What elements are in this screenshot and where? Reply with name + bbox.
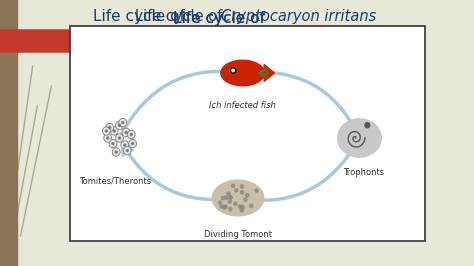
- Circle shape: [110, 127, 118, 135]
- Circle shape: [244, 198, 247, 201]
- Circle shape: [240, 185, 244, 188]
- Circle shape: [235, 189, 238, 192]
- Circle shape: [238, 205, 241, 208]
- Bar: [0, 0, 17, 266]
- Text: Trophonts: Trophonts: [344, 168, 384, 177]
- Circle shape: [113, 130, 115, 132]
- Circle shape: [220, 205, 223, 208]
- Text: Dividing Tomont: Dividing Tomont: [204, 230, 272, 239]
- Text: Life cycle of: Life cycle of: [173, 10, 270, 26]
- Circle shape: [128, 130, 135, 139]
- Circle shape: [112, 148, 120, 156]
- Circle shape: [241, 206, 244, 210]
- Polygon shape: [264, 64, 274, 81]
- Circle shape: [234, 202, 237, 205]
- Circle shape: [240, 191, 244, 194]
- Circle shape: [224, 205, 227, 208]
- Circle shape: [109, 126, 110, 128]
- FancyBboxPatch shape: [70, 26, 425, 241]
- Circle shape: [104, 134, 112, 142]
- Circle shape: [112, 143, 114, 145]
- Circle shape: [127, 149, 128, 152]
- Circle shape: [115, 151, 117, 153]
- Circle shape: [106, 123, 114, 132]
- Circle shape: [221, 196, 225, 200]
- Circle shape: [228, 207, 232, 211]
- Circle shape: [231, 184, 235, 188]
- Ellipse shape: [212, 180, 264, 216]
- Text: Life cycle of: Life cycle of: [136, 10, 227, 24]
- Circle shape: [250, 204, 253, 207]
- Circle shape: [125, 131, 127, 134]
- Circle shape: [228, 200, 231, 203]
- Text: Cryptocaryon irritans: Cryptocaryon irritans: [221, 10, 376, 24]
- Circle shape: [365, 123, 370, 128]
- Circle shape: [223, 206, 226, 209]
- Circle shape: [128, 139, 137, 148]
- Circle shape: [116, 134, 123, 142]
- Circle shape: [124, 144, 126, 146]
- Circle shape: [228, 196, 232, 199]
- Text: Ich infected fish: Ich infected fish: [210, 101, 276, 110]
- Circle shape: [241, 205, 244, 209]
- Circle shape: [123, 146, 131, 155]
- Circle shape: [109, 139, 117, 148]
- Ellipse shape: [221, 60, 264, 86]
- Text: Life cycle of: Life cycle of: [173, 10, 270, 26]
- Circle shape: [240, 209, 243, 212]
- Circle shape: [132, 143, 134, 145]
- Circle shape: [246, 194, 249, 197]
- Circle shape: [122, 128, 130, 137]
- Text: Tomites/Theronts: Tomites/Theronts: [79, 176, 151, 185]
- Circle shape: [219, 201, 221, 205]
- Circle shape: [118, 124, 120, 126]
- Circle shape: [102, 127, 110, 135]
- Circle shape: [116, 121, 123, 130]
- Circle shape: [105, 130, 108, 132]
- Circle shape: [107, 137, 109, 139]
- Circle shape: [229, 196, 232, 199]
- Circle shape: [121, 141, 128, 149]
- Circle shape: [231, 68, 236, 73]
- FancyArrow shape: [0, 30, 96, 52]
- Circle shape: [255, 189, 258, 192]
- Circle shape: [130, 134, 132, 136]
- Ellipse shape: [337, 119, 381, 157]
- Text: Life cycle of: Life cycle of: [93, 10, 190, 24]
- Text: Life cycle of              Cryptocaryon irritans: Life cycle of Cryptocaryon irritans: [93, 10, 415, 24]
- Circle shape: [122, 122, 124, 124]
- Circle shape: [118, 137, 120, 139]
- Circle shape: [227, 192, 230, 195]
- Circle shape: [232, 69, 234, 72]
- Circle shape: [225, 196, 228, 199]
- Circle shape: [119, 118, 127, 127]
